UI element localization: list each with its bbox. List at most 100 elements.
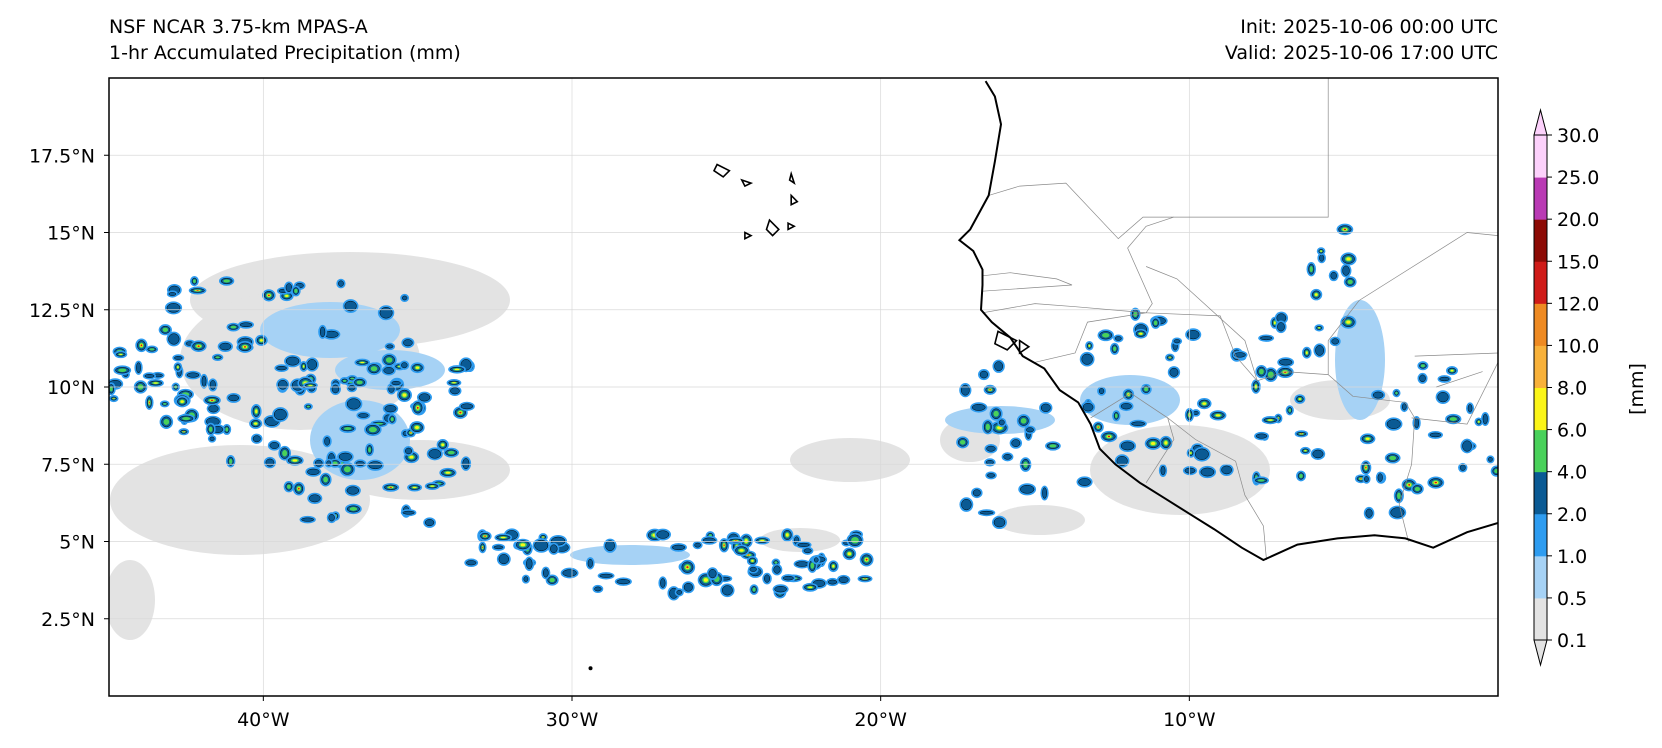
lon-tick-label: 20°W bbox=[854, 709, 907, 731]
precip-cell-core bbox=[1088, 344, 1091, 347]
precip-cell-core bbox=[808, 586, 813, 589]
lat-tick-label: 5°N bbox=[59, 532, 95, 554]
precip-cell bbox=[168, 292, 177, 296]
country-border bbox=[1145, 266, 1258, 381]
plot-title-right: Init: 2025-10-06 00:00 UTC Valid: 2025-1… bbox=[1225, 14, 1498, 66]
precip-cell-core bbox=[267, 294, 270, 297]
lon-tick-label: 40°W bbox=[237, 709, 290, 731]
precip-cell bbox=[348, 385, 356, 391]
precip-cell-core bbox=[302, 365, 305, 368]
precip-cell-core bbox=[1450, 369, 1454, 372]
precip-cell bbox=[319, 326, 326, 338]
precip-cell bbox=[1377, 473, 1383, 482]
precip-cell-core bbox=[989, 389, 991, 391]
precip-cell-core bbox=[1309, 266, 1313, 273]
precip-cell-core bbox=[1305, 351, 1308, 355]
convective-cells bbox=[109, 223, 1498, 601]
precip-cell bbox=[1402, 403, 1407, 411]
precip-cell-core bbox=[542, 536, 544, 538]
precip-cell-core bbox=[1360, 478, 1362, 480]
precip-cell-core bbox=[985, 423, 990, 431]
precip-cell bbox=[144, 374, 155, 378]
precip-cell bbox=[346, 486, 360, 495]
precip-cell-core bbox=[751, 559, 754, 562]
precip-cell-core bbox=[162, 327, 169, 332]
precip-cell-core bbox=[1144, 387, 1149, 392]
precip-cell-core bbox=[402, 393, 407, 397]
precip-cell-core bbox=[416, 406, 419, 409]
island-outline bbox=[712, 163, 731, 178]
precip-cell bbox=[239, 322, 253, 328]
precip-cell-core bbox=[832, 564, 835, 568]
precip-cell bbox=[993, 517, 1006, 528]
precip-cell bbox=[1386, 419, 1401, 429]
colorbar: 0.1 0.5 1.0 2.0 4.0 6.0 8.0 10.0 12.0 15.0 20.0 25.… bbox=[1533, 108, 1599, 667]
precip-cell-core bbox=[1153, 320, 1158, 326]
precip-cell-core bbox=[229, 458, 233, 464]
precip-cell bbox=[795, 561, 809, 567]
precip-cell bbox=[1319, 254, 1325, 262]
precip-cell-core bbox=[1434, 481, 1438, 484]
precip-cell-core bbox=[1169, 357, 1171, 358]
precip-cell-core bbox=[197, 345, 200, 347]
precip-cell bbox=[1221, 465, 1232, 475]
country-border bbox=[982, 272, 1073, 292]
precip-cell-core bbox=[370, 366, 378, 372]
colorbar-tick-label: 25.0 bbox=[1557, 167, 1599, 189]
colorbar-tick-label: 20.0 bbox=[1557, 209, 1599, 231]
colorbar-extend-max bbox=[1533, 108, 1548, 136]
precip-cell bbox=[979, 510, 994, 515]
precip-cell bbox=[428, 449, 442, 459]
colorbar-segment bbox=[1534, 303, 1547, 346]
precip-cell-core bbox=[500, 536, 506, 539]
precip-cell-core bbox=[520, 543, 526, 547]
colorbar-segment bbox=[1534, 555, 1547, 599]
precip-cell-core bbox=[1347, 279, 1353, 285]
precip-cell-core bbox=[752, 587, 756, 592]
precip-cell-core bbox=[863, 578, 867, 580]
lon-tick-label: 10°W bbox=[1163, 709, 1216, 731]
precip-cell-core bbox=[441, 443, 445, 447]
precip-cell bbox=[228, 394, 240, 402]
colorbar-tick-label: 12.0 bbox=[1557, 293, 1599, 315]
precip-cell-core bbox=[368, 426, 377, 433]
precip-cell-core bbox=[785, 533, 789, 537]
precip-cell-core bbox=[109, 386, 113, 392]
colorbar-segment bbox=[1534, 597, 1547, 641]
precip-cell bbox=[671, 544, 686, 551]
precip-cell-core bbox=[282, 449, 288, 457]
precip-cell bbox=[1173, 339, 1181, 344]
colorbar-segment bbox=[1534, 135, 1547, 178]
colorbar-segment bbox=[1534, 387, 1547, 431]
colorbar-segment bbox=[1534, 513, 1547, 557]
precip-cell bbox=[708, 569, 717, 579]
precip-cell-core bbox=[865, 558, 868, 561]
precip-cell bbox=[402, 510, 415, 515]
colorbar-segment bbox=[1534, 219, 1547, 262]
precip-cell bbox=[1116, 456, 1128, 466]
precip-cell-core bbox=[959, 439, 966, 445]
precip-cell bbox=[721, 585, 733, 596]
precip-cell bbox=[1279, 358, 1293, 366]
precip-cell bbox=[252, 435, 261, 443]
precip-cell-core bbox=[1365, 466, 1367, 469]
precip-cell-core bbox=[118, 368, 127, 372]
precip-cell-core bbox=[1477, 420, 1480, 423]
precip-cell-core bbox=[1346, 320, 1351, 324]
precip-cell bbox=[998, 419, 1005, 426]
precip-cell-core bbox=[298, 487, 300, 490]
precip-cell-core bbox=[1113, 346, 1117, 352]
precip-cell bbox=[269, 442, 280, 449]
precip-cell bbox=[403, 339, 413, 347]
precip-cell-core bbox=[230, 325, 237, 329]
precip-cell bbox=[168, 333, 180, 345]
precip-cell bbox=[498, 554, 509, 565]
lat-tick-label: 12.5°N bbox=[29, 300, 95, 322]
precip-cell bbox=[1169, 367, 1179, 377]
precip-cell bbox=[418, 393, 431, 402]
precip-cell-core bbox=[1343, 228, 1347, 231]
precip-cell-core bbox=[409, 455, 414, 459]
precip-cell bbox=[1342, 265, 1350, 276]
precip-cell bbox=[960, 384, 970, 396]
